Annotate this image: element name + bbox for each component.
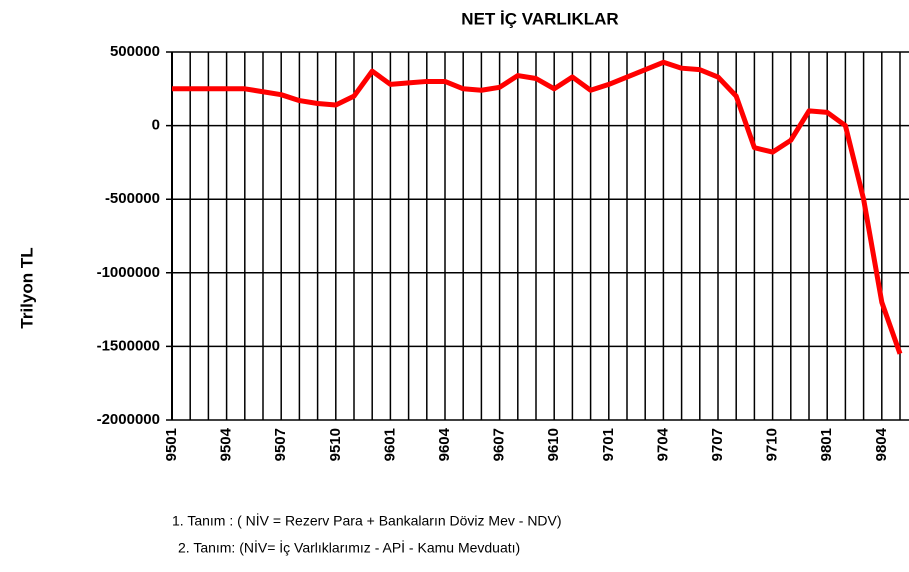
data-line [172,59,903,355]
y-tick-label: 0 [152,117,160,134]
x-tick-label: 9704 [654,427,671,461]
x-tick-label: 9804 [873,427,890,461]
x-tick-label: 9701 [600,428,617,461]
y-tick-label: -1000000 [97,264,160,281]
x-tick-label: 9610 [545,428,562,461]
note: 2. Tanım: (NİV= İç Varlıklarımız - APİ -… [178,539,520,556]
x-tick-label: 9507 [272,428,289,461]
x-tick-label: 9601 [381,428,398,461]
x-tick-label: 9510 [327,428,344,461]
x-tick-label: 9607 [491,428,508,461]
y-axis-label: Trilyon TL [17,247,36,328]
x-tick-label: 9504 [218,427,235,461]
y-tick-label: -1500000 [97,337,160,354]
y-tick-label: -500000 [105,190,160,207]
y-tick-label: -2000000 [97,411,160,428]
x-tick-label: 9707 [709,428,726,461]
x-tick-label: 9801 [818,428,835,461]
note: 1. Tanım : ( NİV = Rezerv Para + Bankala… [172,512,562,529]
chart-title: NET İÇ VARLIKLAR [461,9,618,28]
y-tick-label: 500000 [110,43,160,60]
x-tick-label: 9604 [436,427,453,461]
x-tick-label: 9710 [764,428,781,461]
x-tick-label: 9501 [163,428,180,461]
